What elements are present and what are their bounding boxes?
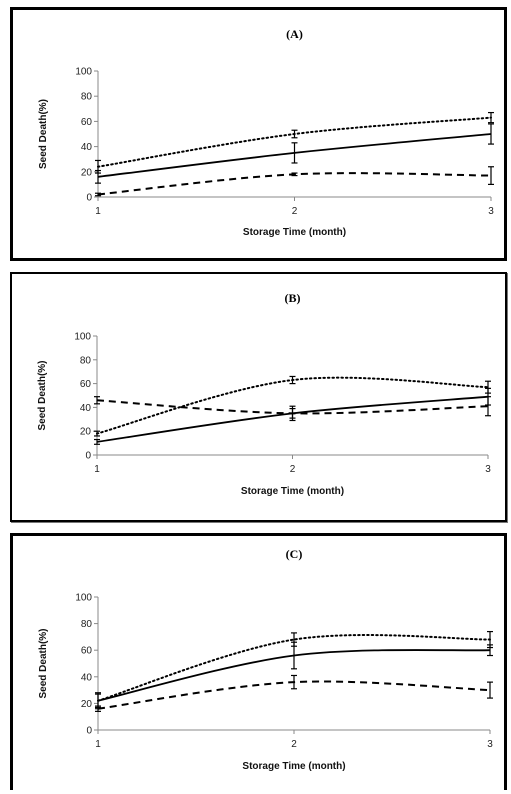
chart-b-y-tick-label: 0 (85, 451, 91, 462)
chart-b-y-tick-label: 100 (74, 332, 91, 343)
chart-a-series-solid-error-bar (291, 142, 298, 164)
chart-a-x-axis-label: Storage Time (month) (243, 227, 346, 238)
chart-a-series-dashed-error-bar (488, 166, 494, 185)
chart-a-x-tick-label: 2 (292, 206, 298, 217)
chart-c-y-axis-label: Seed Death(%) (38, 628, 49, 698)
chart-a-y-tick-label: 0 (86, 193, 92, 204)
chart-c-y-tick-label: 100 (75, 593, 92, 604)
chart-c-svg: (C) 0 20 40 60 80 100 1 2 3 Storage Time (month) Se… (38, 547, 493, 772)
chart-b-y-tick-label: 20 (80, 427, 92, 438)
chart-a-y-axis-label: Seed Death(%) (38, 99, 49, 169)
chart-c-series-dashed-error-bar (291, 674, 297, 690)
chart-a-x-tick-label: 1 (95, 206, 101, 217)
chart-b-series-dotted-error-bar (289, 375, 296, 385)
chart-b-series-dashed-error-bar (289, 407, 296, 419)
chart-b-title: (B) (285, 291, 301, 305)
chart-a-y-tick-label: 100 (75, 67, 92, 78)
chart-c-x-tick-label: 2 (291, 739, 297, 750)
chart-a-y-tick-label: 40 (81, 142, 93, 153)
chart-c-y-tick-label: 20 (81, 699, 93, 710)
chart-a-x-tick-label: 3 (488, 206, 494, 217)
chart-b-x-tick-label: 1 (94, 464, 100, 475)
chart-b-x-tick-label: 2 (290, 464, 296, 475)
chart-b-y-axis-label: Seed Death(%) (37, 360, 48, 430)
chart-b-y-tick-label: 40 (80, 403, 92, 414)
chart-a-title: (A) (286, 27, 303, 41)
chart-c-x-tick-label: 1 (95, 739, 101, 750)
chart-c-title: (C) (286, 547, 303, 561)
chart-c-y-tick-label: 80 (81, 619, 93, 630)
chart-c-y-tick-label: 60 (81, 646, 93, 657)
chart-b-series-dashed-error-bar (485, 396, 491, 417)
chart-a-series-dotted-error-bar (291, 129, 298, 139)
chart-c-series-dotted-line (97, 634, 491, 702)
chart-a-series-dotted-error-bar (488, 111, 494, 124)
chart-panel-c: (C) 0 20 40 60 80 100 1 2 3 Storage Time (month) Se… (10, 533, 507, 790)
chart-c-series-dashed-error-bar (95, 705, 101, 712)
chart-b-x-tick-label: 3 (485, 464, 491, 475)
chart-b-y-tick-label: 60 (80, 379, 92, 390)
chart-c-x-axis-label: Storage Time (month) (242, 761, 345, 772)
chart-c-series-dotted-error-bar (487, 630, 493, 649)
chart-a-series-solid-error-bar (488, 123, 494, 145)
chart-panel-b: (B) 0 20 40 60 80 100 1 2 3 Storage Time (month) Se… (10, 272, 507, 522)
chart-a-y-tick-label: 20 (81, 167, 93, 178)
chart-a-series-dashed-line (97, 172, 492, 196)
chart-panel-a: (A) 0 20 40 60 80 100 1 2 3 Storage Time (month) Se… (10, 7, 507, 261)
chart-a-series-dashed-error-bar (291, 172, 298, 177)
chart-c-x-tick-label: 3 (487, 739, 493, 750)
chart-c-y-tick-label: 40 (81, 672, 93, 683)
chart-b-x-axis-label: Storage Time (month) (241, 486, 344, 497)
chart-a-series-dashed-error-bar (95, 192, 101, 197)
chart-b-svg: (B) 0 20 40 60 80 100 1 2 3 Storage Time (month) Se… (37, 291, 491, 497)
chart-b-series-dotted-error-bar (94, 430, 100, 437)
chart-a-y-tick-label: 60 (81, 117, 93, 128)
chart-c-series-dashed-error-bar (487, 681, 493, 699)
chart-b-series-dashed-error-bar (94, 396, 100, 405)
chart-a-y-tick-label: 80 (81, 92, 93, 103)
chart-a-series-dotted-error-bar (95, 159, 101, 174)
chart-c-series-dotted-error-bar (291, 632, 297, 647)
chart-b-series-solid-error-bar (94, 438, 100, 445)
chart-a-svg: (A) 0 20 40 60 80 100 1 2 3 Storage Time (month) Se… (38, 27, 494, 238)
chart-b-y-tick-label: 80 (80, 355, 92, 366)
chart-b-series-dotted-error-bar (485, 380, 491, 394)
chart-c-y-tick-label: 0 (86, 726, 92, 737)
